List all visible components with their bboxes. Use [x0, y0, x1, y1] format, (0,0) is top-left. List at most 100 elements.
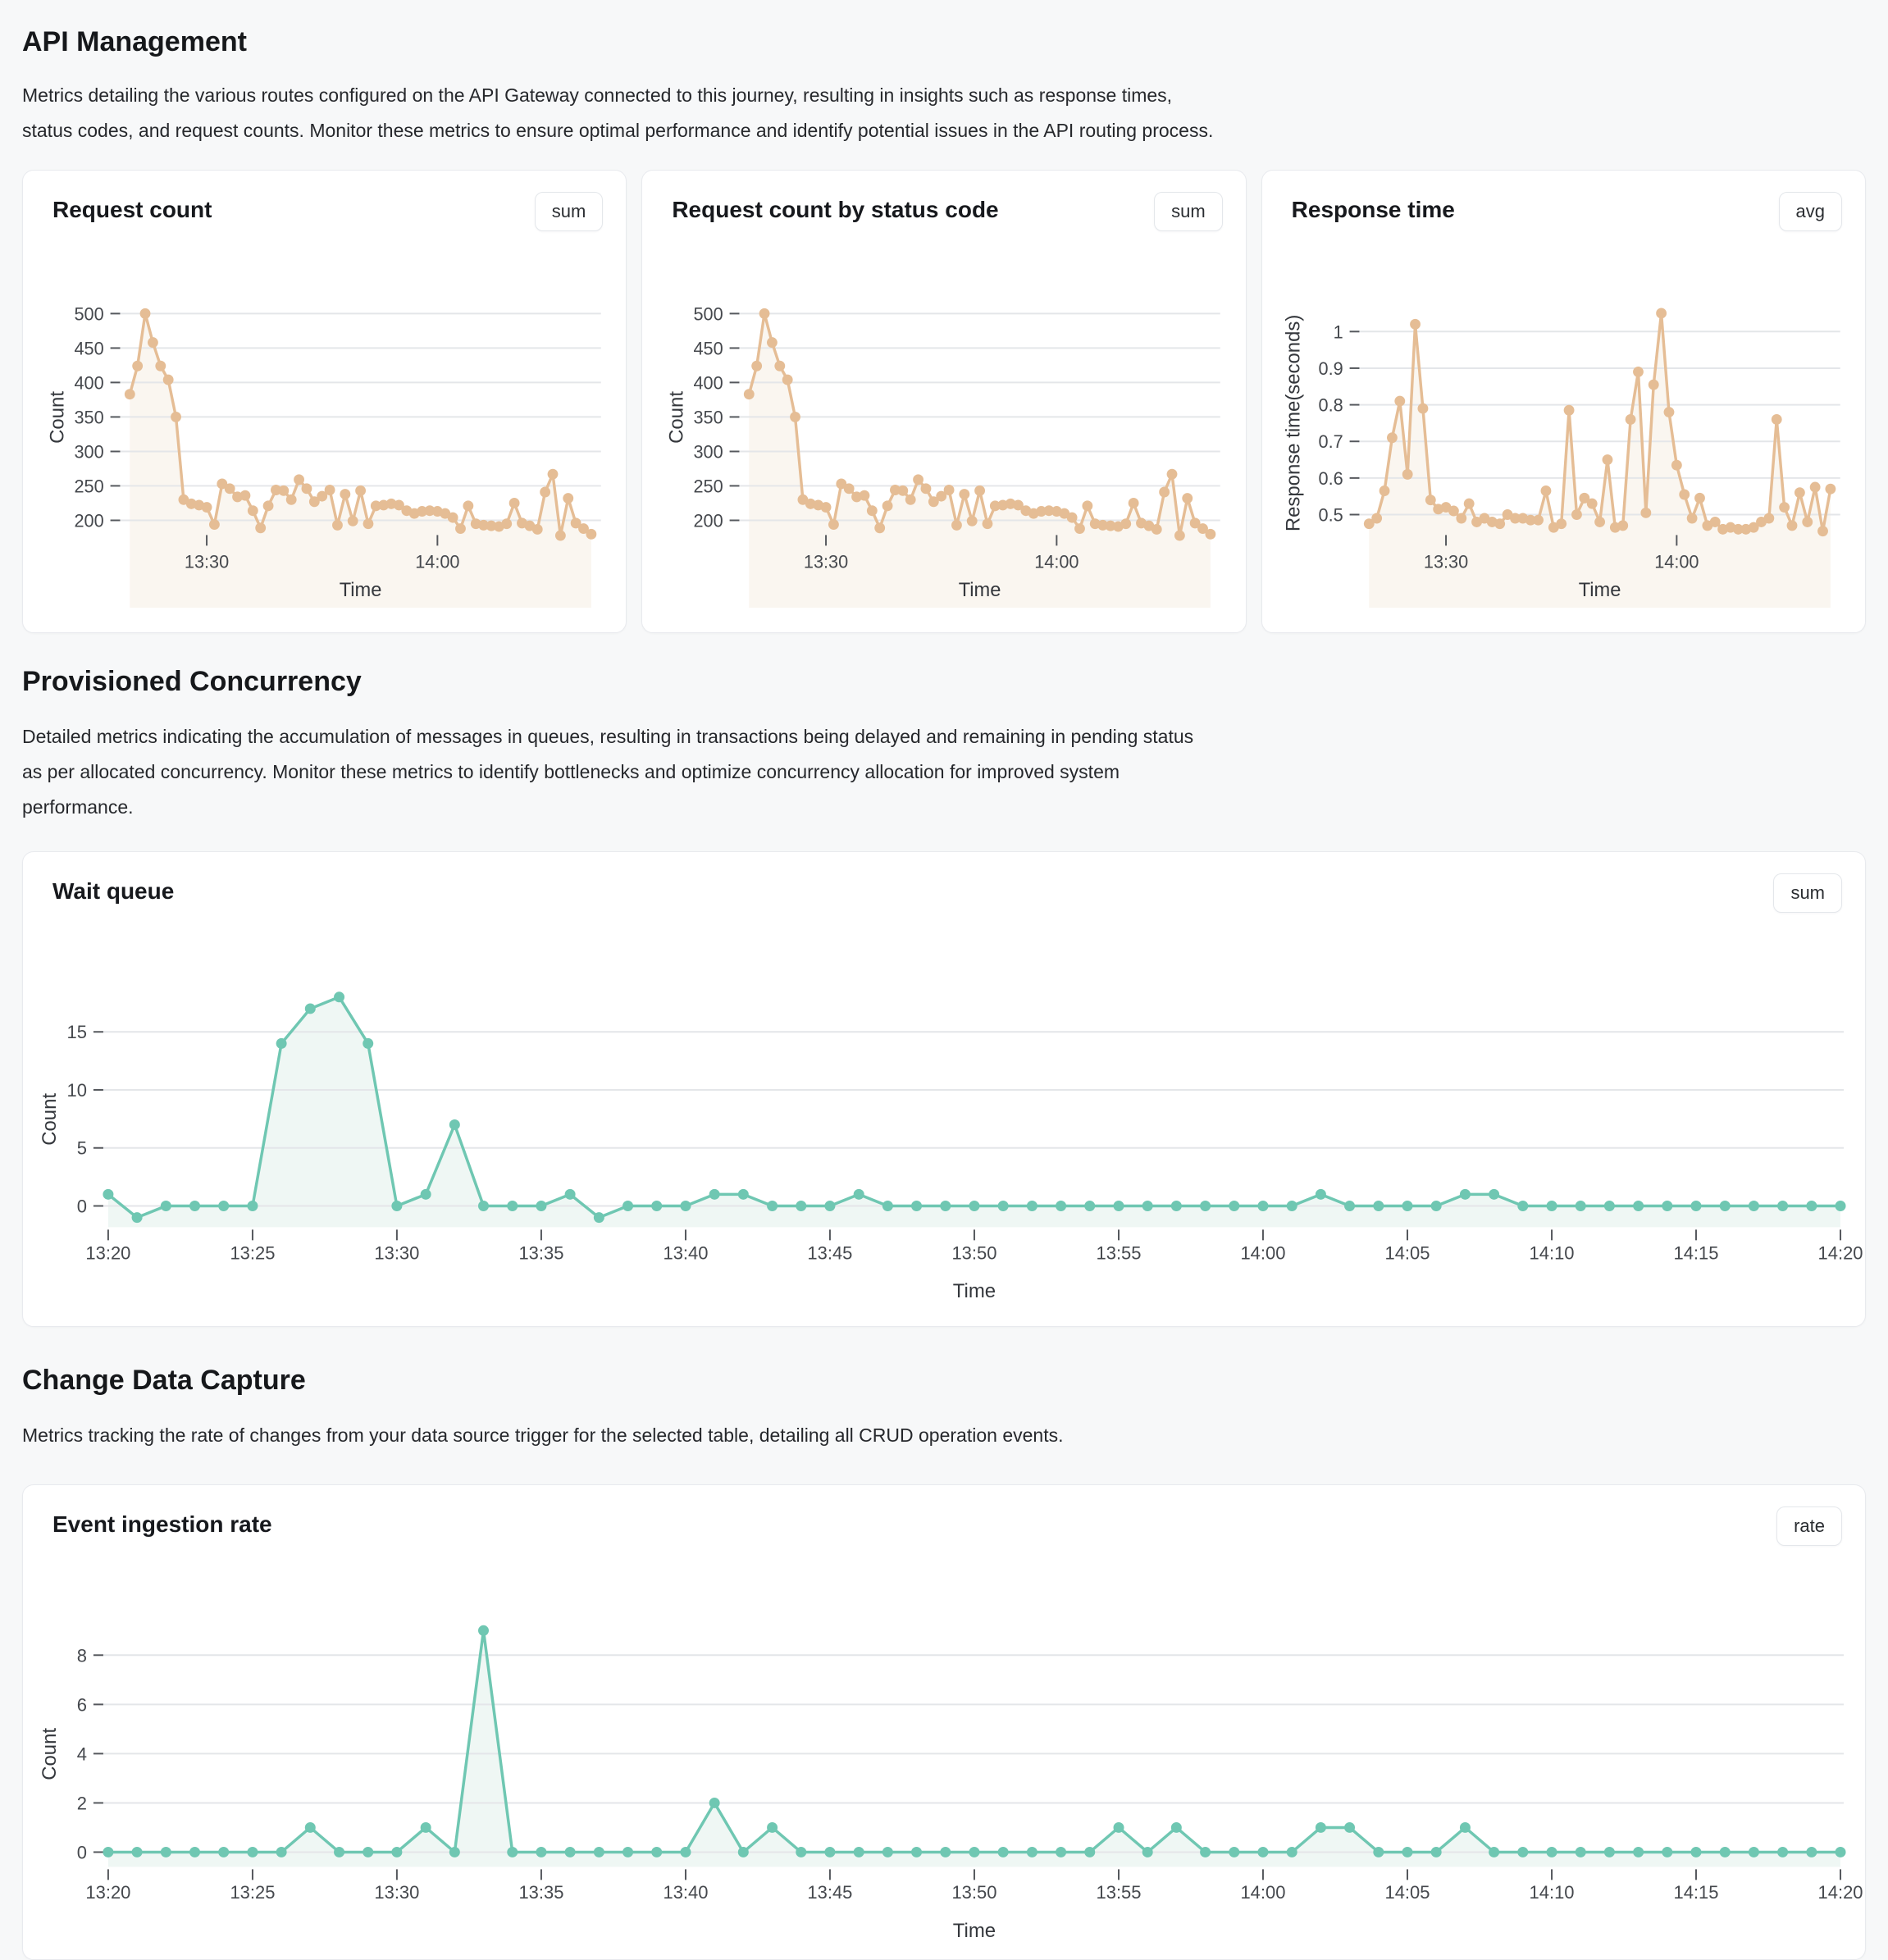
- aggregation-badge-sum[interactable]: sum: [1773, 873, 1842, 913]
- svg-text:13:25: 13:25: [230, 1882, 275, 1903]
- svg-text:13:30: 13:30: [374, 1882, 419, 1903]
- svg-text:14:10: 14:10: [1530, 1242, 1575, 1263]
- section-title-provisioned-concurrency: Provisioned Concurrency: [22, 666, 362, 697]
- svg-text:450: 450: [75, 338, 104, 358]
- svg-text:300: 300: [75, 441, 104, 462]
- aggregation-badge-avg[interactable]: avg: [1778, 192, 1842, 231]
- svg-text:14:20: 14:20: [1818, 1242, 1863, 1263]
- svg-text:13:30: 13:30: [804, 551, 848, 572]
- svg-text:Count: Count: [666, 391, 688, 444]
- svg-text:13:50: 13:50: [951, 1882, 996, 1903]
- svg-text:0.5: 0.5: [1318, 504, 1343, 525]
- section-provisioned-concurrency: Provisioned Concurrency Detailed metrics…: [22, 666, 1866, 1327]
- svg-text:500: 500: [75, 303, 104, 324]
- wait-queue-card: Wait queue sum 15 10 5 0 13:20 13:25 13:30 13:3…: [22, 851, 1866, 1327]
- request-count-by-status-chart: 500 450 400 350 300 250 200 13:30 14:00 Time Count: [666, 303, 1221, 609]
- svg-text:13:40: 13:40: [663, 1882, 708, 1903]
- svg-text:13:25: 13:25: [230, 1242, 275, 1263]
- svg-text:0.8: 0.8: [1318, 394, 1343, 415]
- metrics-dashboard: API Management Metrics detailing the var…: [22, 26, 1866, 1960]
- svg-text:8: 8: [77, 1645, 87, 1666]
- svg-text:250: 250: [75, 476, 104, 496]
- svg-text:300: 300: [694, 441, 723, 462]
- svg-text:6: 6: [77, 1694, 87, 1715]
- aggregation-badge-sum[interactable]: sum: [534, 192, 604, 231]
- svg-text:4: 4: [77, 1743, 87, 1764]
- svg-text:13:30: 13:30: [1424, 551, 1468, 572]
- svg-text:14:15: 14:15: [1673, 1242, 1718, 1263]
- event-ingestion-rate-card: Event ingestion rate rate 8 6 4 2 0 13:20 13:2…: [22, 1484, 1866, 1960]
- svg-text:13:30: 13:30: [185, 551, 229, 572]
- svg-text:14:10: 14:10: [1530, 1882, 1575, 1903]
- svg-text:2: 2: [77, 1793, 87, 1813]
- svg-text:14:15: 14:15: [1673, 1882, 1718, 1903]
- response-time-chart: 1 0.9 0.8 0.7 0.6 0.5 13:30 14:00 Time Response t…: [1282, 308, 1840, 609]
- svg-text:13:45: 13:45: [807, 1242, 852, 1263]
- event-ingestion-rate-chart: 8 6 4 2 0 13:20 13:25 13:30 13:35 13:40 13:45 13:50…: [39, 1625, 1863, 1942]
- aggregation-badge-rate[interactable]: rate: [1776, 1506, 1842, 1546]
- svg-text:14:00: 14:00: [1240, 1882, 1285, 1903]
- api-management-chart-row: Request count sum 500 450 400 350 300 250 200 1…: [22, 170, 1866, 633]
- svg-text:14:00: 14:00: [1240, 1242, 1285, 1263]
- svg-text:Count: Count: [46, 391, 68, 444]
- svg-text:0.6: 0.6: [1318, 468, 1343, 489]
- request-count-chart: 500 450 400 350 300 250 200 13:30 14:00 Time Count: [46, 303, 601, 609]
- svg-text:500: 500: [694, 303, 723, 324]
- svg-text:14:00: 14:00: [415, 551, 459, 572]
- svg-text:13:35: 13:35: [518, 1882, 563, 1903]
- chart-title-request-count: Request count: [52, 197, 212, 222]
- section-api-management: API Management Metrics detailing the var…: [22, 26, 1866, 633]
- chart-title-event-ingestion-rate: Event ingestion rate: [52, 1511, 272, 1537]
- chart-title-response-time: Response time: [1291, 197, 1455, 222]
- svg-text:450: 450: [694, 338, 723, 358]
- section-title-api-management: API Management: [22, 26, 247, 57]
- svg-text:14:00: 14:00: [1654, 551, 1699, 572]
- wait-queue-chart: 15 10 5 0 13:20 13:25 13:30 13:35 13:40 13:45 13:5…: [39, 991, 1863, 1302]
- svg-text:1: 1: [1333, 321, 1343, 342]
- chart-title-request-count-by-status: Request count by status code: [672, 197, 999, 222]
- svg-text:Time: Time: [953, 1920, 996, 1942]
- svg-text:13:55: 13:55: [1097, 1882, 1142, 1903]
- section-description-api-management: Metrics detailing the various routes con…: [22, 84, 1214, 141]
- request-count-card: Request count sum 500 450 400 350 300 250 200 1…: [22, 170, 627, 633]
- svg-text:14:05: 14:05: [1385, 1882, 1430, 1903]
- svg-text:0.7: 0.7: [1318, 431, 1343, 452]
- svg-text:Response time(seconds): Response time(seconds): [1282, 315, 1304, 531]
- svg-text:Count: Count: [39, 1093, 61, 1146]
- chart-title-wait-queue: Wait queue: [52, 878, 175, 904]
- aggregation-badge-sum[interactable]: sum: [1154, 192, 1223, 231]
- svg-text:13:45: 13:45: [807, 1882, 852, 1903]
- svg-text:0.9: 0.9: [1318, 358, 1343, 379]
- response-time-card: Response time avg 1 0.9 0.8 0.7 0.6 0.5 13:30 1…: [1261, 170, 1866, 633]
- svg-text:15: 15: [66, 1022, 86, 1042]
- svg-text:14:00: 14:00: [1035, 551, 1079, 572]
- svg-text:0: 0: [77, 1842, 87, 1862]
- svg-text:400: 400: [694, 372, 723, 393]
- svg-text:Time: Time: [953, 1280, 996, 1302]
- section-title-change-data-capture: Change Data Capture: [22, 1365, 306, 1396]
- svg-text:13:55: 13:55: [1097, 1242, 1142, 1263]
- svg-text:200: 200: [694, 510, 723, 531]
- section-description-change-data-capture: Metrics tracking the rate of changes fro…: [22, 1424, 1064, 1446]
- svg-text:13:30: 13:30: [374, 1242, 419, 1263]
- section-change-data-capture: Change Data Capture Metrics tracking the…: [22, 1365, 1866, 1960]
- svg-text:Time: Time: [340, 579, 382, 601]
- svg-text:13:35: 13:35: [518, 1242, 563, 1263]
- svg-text:10: 10: [66, 1080, 86, 1101]
- svg-text:Count: Count: [39, 1728, 61, 1780]
- svg-text:5: 5: [77, 1138, 87, 1159]
- svg-text:13:20: 13:20: [85, 1242, 130, 1263]
- svg-text:13:40: 13:40: [663, 1242, 708, 1263]
- section-description-provisioned-concurrency: Detailed metrics indicating the accumula…: [22, 726, 1194, 818]
- svg-text:13:50: 13:50: [951, 1242, 996, 1263]
- svg-text:250: 250: [694, 476, 723, 496]
- request-count-by-status-card: Request count by status code sum 500 450 4…: [641, 170, 1247, 633]
- svg-text:200: 200: [75, 510, 104, 531]
- svg-text:Time: Time: [959, 579, 1001, 601]
- svg-text:Time: Time: [1578, 579, 1621, 601]
- svg-text:350: 350: [694, 407, 723, 427]
- svg-text:0: 0: [77, 1197, 87, 1217]
- svg-text:14:20: 14:20: [1818, 1882, 1863, 1903]
- svg-text:400: 400: [75, 372, 104, 393]
- svg-text:14:05: 14:05: [1385, 1242, 1430, 1263]
